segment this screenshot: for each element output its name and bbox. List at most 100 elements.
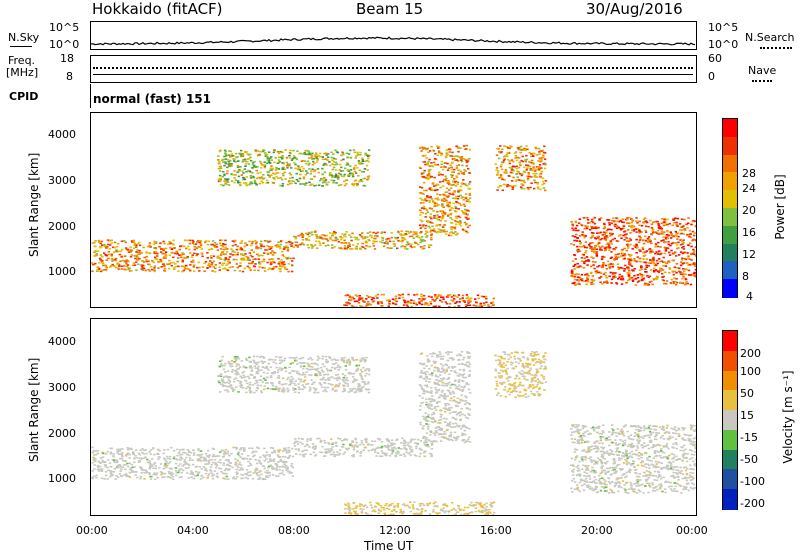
heat-cell-band-2: [420, 402, 423, 405]
heat-cell-band-3: [238, 169, 241, 171]
heat-cell-band-2: [431, 222, 434, 224]
heat-cell-band-0: [159, 258, 162, 261]
heat-cell-band-2: [424, 198, 427, 200]
heat-cell-band-0: [119, 470, 122, 472]
heat-cell-band-3: [340, 159, 343, 162]
heat-cell-band-2: [450, 426, 453, 428]
heat-cell-band-0: [246, 455, 250, 457]
heat-cell-band-1: [396, 438, 399, 441]
heat-cell-band-2: [457, 150, 460, 153]
power-cb-12: 12: [742, 248, 756, 261]
heat-cell-band-0: [203, 270, 206, 272]
heat-cell-band-5: [623, 254, 627, 257]
heat-cell-band-5: [657, 271, 660, 274]
heat-cell-band-0: [280, 472, 284, 474]
heat-cell-band-5: [578, 240, 581, 242]
heat-cell-band-0: [98, 262, 101, 264]
heat-cell-band-4: [529, 176, 533, 178]
heat-cell-band-5: [690, 263, 693, 266]
heat-cell-band-6: [491, 301, 495, 304]
heat-cell-band-2: [466, 218, 469, 221]
heat-cell-band-2: [429, 221, 432, 223]
heat-cell-band-2: [449, 435, 453, 438]
heat-cell-band-3: [230, 180, 234, 182]
heat-cell-band-0: [96, 268, 99, 271]
heat-cell-band-1: [301, 438, 304, 440]
heat-cell-band-0: [247, 474, 250, 477]
heat-cell-band-5: [687, 234, 690, 237]
heat-cell-band-0: [153, 270, 156, 273]
heat-cell-band-2: [426, 178, 429, 180]
heat-cell-band-1: [419, 440, 423, 442]
heat-cell-band-2: [420, 231, 423, 233]
heat-cell-band-4: [506, 155, 509, 158]
heat-cell-band-2: [457, 412, 460, 415]
heat-cell-band-0: [231, 266, 234, 268]
heat-cell-band-2: [465, 440, 469, 442]
heat-cell-band-6: [436, 296, 439, 298]
heat-cell-band-4: [529, 186, 532, 189]
heat-cell-band-2: [434, 198, 437, 200]
heat-cell-band-2: [441, 358, 444, 360]
heat-cell-band-1: [415, 242, 418, 244]
heat-cell-band-0: [133, 471, 136, 473]
heat-cell-band-2: [460, 172, 464, 175]
heat-cell-band-3: [258, 150, 262, 153]
heat-cell-band-0: [271, 268, 274, 271]
heat-cell-band-0: [163, 270, 167, 272]
heat-cell-band-0: [108, 248, 111, 250]
heat-cell-band-1: [329, 236, 332, 239]
heat-cell-band-5: [572, 265, 575, 267]
heat-cell-band-3: [289, 149, 292, 152]
heat-cell-band-3: [260, 180, 263, 182]
heat-cell-band-6: [463, 301, 466, 303]
heat-cell-band-5: [677, 247, 680, 249]
heat-cell-band-0: [234, 461, 238, 464]
heat-cell-band-0: [135, 251, 138, 253]
heat-cell-band-0: [259, 240, 263, 243]
heat-cell-band-2: [453, 220, 457, 222]
heat-cell-band-5: [687, 255, 690, 257]
heat-cell-band-1: [321, 445, 324, 448]
heat-cell-band-2: [432, 360, 435, 363]
heat-cell-band-0: [206, 257, 209, 259]
heat-cell-band-0: [271, 260, 275, 263]
heat-cell-band-0: [283, 246, 286, 248]
heat-cell-band-0: [91, 476, 94, 479]
heat-cell-band-5: [681, 226, 684, 228]
heat-cell-band-3: [233, 160, 236, 162]
heat-cell-band-1: [371, 440, 374, 442]
heat-cell-band-5: [621, 267, 624, 270]
heat-cell-band-3: [297, 165, 300, 167]
heat-cell-band-5: [683, 228, 686, 230]
heat-cell-band-1: [388, 454, 392, 457]
heat-cell-band-2: [453, 370, 456, 372]
heat-cell-band-3: [229, 163, 232, 165]
heat-cell-band-5: [644, 282, 647, 285]
heat-cell-band-1: [345, 248, 348, 250]
heat-cell-band-5: [647, 276, 650, 278]
heat-cell-band-0: [158, 449, 161, 452]
heat-cell-band-5: [660, 252, 663, 255]
heat-cell-band-2: [451, 366, 454, 368]
heat-cell-band-2: [429, 175, 433, 178]
heat-cell-band-2: [435, 202, 439, 205]
heat-cell-band-5: [592, 264, 595, 266]
heat-cell-band-0: [232, 446, 235, 449]
heat-cell-band-3: [307, 164, 310, 166]
heat-cell-band-0: [206, 455, 209, 457]
heat-cell-band-6: [420, 300, 423, 302]
heat-cell-band-5: [578, 265, 581, 267]
heat-cell-band-4: [502, 159, 506, 162]
heat-cell-band-5: [627, 257, 630, 260]
heat-cell-band-2: [446, 201, 449, 204]
heat-cell-band-0: [130, 463, 133, 466]
heat-cell-band-2: [426, 420, 429, 422]
heat-cell-band-0: [140, 264, 143, 266]
heat-cell-band-5: [598, 277, 601, 279]
heat-cell-band-4: [535, 172, 538, 175]
heat-cell-band-2: [440, 436, 444, 438]
heat-cell-band-3: [283, 171, 286, 174]
heat-cell-band-2: [433, 189, 437, 192]
heat-cell-band-0: [143, 478, 146, 480]
